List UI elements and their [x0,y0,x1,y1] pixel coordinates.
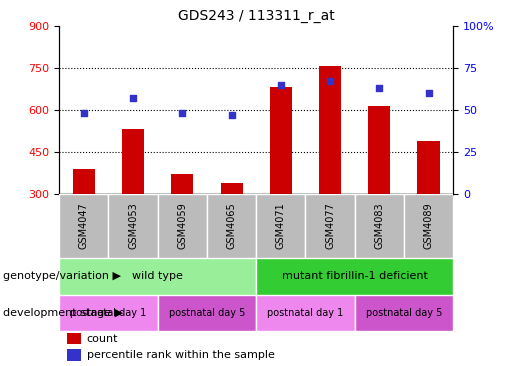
Bar [404,194,453,258]
Text: postnatal day 1: postnatal day 1 [71,308,147,318]
Text: GSM4083: GSM4083 [374,203,384,249]
Point [129,95,137,101]
Bar [256,295,355,331]
Text: GSM4047: GSM4047 [79,203,89,249]
Text: development stage ▶: development stage ▶ [3,308,123,318]
Point [178,110,186,116]
Text: mutant fibrillin-1 deficient: mutant fibrillin-1 deficient [282,271,427,281]
Point [277,82,285,87]
Point [375,85,384,91]
Text: GSM4053: GSM4053 [128,203,138,249]
Bar [220,183,243,194]
Bar [305,194,355,258]
Title: GDS243 / 113311_r_at: GDS243 / 113311_r_at [178,9,335,23]
Text: count: count [87,334,118,344]
Bar [67,333,81,344]
Text: GSM4065: GSM4065 [227,203,236,249]
Bar [256,194,305,258]
Text: postnatal day 5: postnatal day 5 [169,308,245,318]
Bar [171,174,194,194]
Point [80,110,88,116]
Bar [67,349,81,361]
Bar [207,194,256,258]
Bar [59,295,158,331]
Bar [355,295,453,331]
Bar [319,66,341,194]
Bar [355,194,404,258]
Bar [109,194,158,258]
Text: postnatal day 5: postnatal day 5 [366,308,442,318]
Bar [368,105,390,194]
Text: genotype/variation ▶: genotype/variation ▶ [3,271,121,281]
Text: GSM4059: GSM4059 [177,203,187,249]
Text: GSM4071: GSM4071 [276,203,286,249]
Bar [256,258,453,295]
Bar [59,194,109,258]
Bar [59,258,256,295]
Text: GSM4089: GSM4089 [423,203,434,249]
Text: postnatal day 1: postnatal day 1 [267,308,344,318]
Bar [158,194,207,258]
Bar [270,87,292,194]
Text: percentile rank within the sample: percentile rank within the sample [87,350,274,360]
Point [326,78,334,84]
Point [424,90,433,96]
Text: wild type: wild type [132,271,183,281]
Bar [418,141,440,194]
Bar [122,130,144,194]
Bar [158,295,256,331]
Bar [73,169,95,194]
Text: GSM4077: GSM4077 [325,202,335,250]
Point [228,112,236,118]
